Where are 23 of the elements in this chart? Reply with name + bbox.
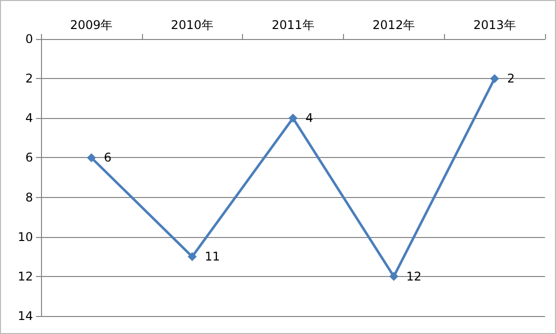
y-tick-label: 8 <box>25 190 33 204</box>
y-tick-label: 6 <box>25 150 33 165</box>
point <box>490 74 500 84</box>
point <box>86 153 96 162</box>
data-label: 6 <box>104 150 112 165</box>
y-tick-label: 4 <box>25 111 33 126</box>
x-tick-label: 2010年 <box>170 18 214 32</box>
y-tick-label: 12 <box>18 269 33 284</box>
x-tick-label: 2011年 <box>272 18 314 32</box>
x-tick-label: 2009年 <box>70 18 113 32</box>
y-tick-label: 2 <box>25 72 33 86</box>
point <box>288 114 298 123</box>
data-label: 11 <box>204 250 220 264</box>
y-tick-label: 10 <box>18 230 33 244</box>
data-label: 2 <box>507 72 515 86</box>
point <box>188 252 197 262</box>
point <box>389 272 398 281</box>
data-label: 4 <box>306 111 314 126</box>
x-tick-label: 2012年 <box>372 18 416 32</box>
y-tick-label: 0 <box>25 32 33 46</box>
x-tick-label: 2013年 <box>473 18 516 32</box>
data-label: 12 <box>406 269 422 284</box>
y-tick-label: 14 <box>18 309 33 323</box>
